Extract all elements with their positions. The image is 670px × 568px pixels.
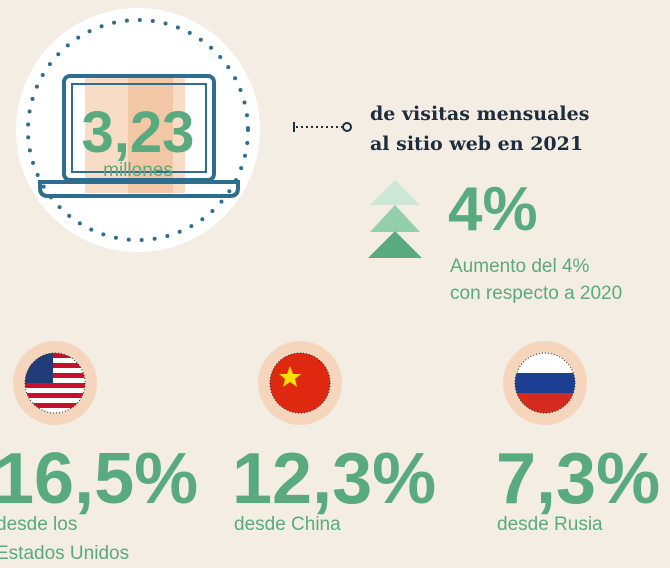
laptop-bezel xyxy=(71,83,207,173)
peach-block xyxy=(128,78,173,193)
growth-caption: con respecto a 2020 xyxy=(450,283,622,304)
growth-value: 4% xyxy=(448,175,538,244)
country-value: 12,3% xyxy=(232,439,436,519)
growth-caption: Aumento del 4% xyxy=(450,256,590,277)
flag-ring xyxy=(24,352,86,414)
flag-russia xyxy=(515,353,575,413)
hero-caption: de visitas mensuales xyxy=(370,103,589,125)
flag-ring xyxy=(269,352,331,414)
hero-unit: millones xyxy=(103,160,173,181)
country-value: 7,3% xyxy=(496,439,660,519)
country-caption: Estados Unidos xyxy=(0,543,129,564)
hero-caption: al sitio web en 2021 xyxy=(370,133,583,155)
flag-china xyxy=(270,353,330,413)
hero-value: 3,23 xyxy=(82,100,195,165)
laptop-base xyxy=(38,180,240,198)
arrow xyxy=(370,205,420,232)
country-value: 16,5% xyxy=(0,439,198,519)
country-caption: desde China xyxy=(234,514,341,535)
country-caption: desde Rusia xyxy=(497,514,603,535)
arrow xyxy=(370,180,420,205)
arrow xyxy=(368,231,422,258)
flag-ring xyxy=(514,352,576,414)
dotted-ring xyxy=(26,18,250,242)
connector-end xyxy=(342,122,352,132)
country-caption: desde los xyxy=(0,514,77,535)
